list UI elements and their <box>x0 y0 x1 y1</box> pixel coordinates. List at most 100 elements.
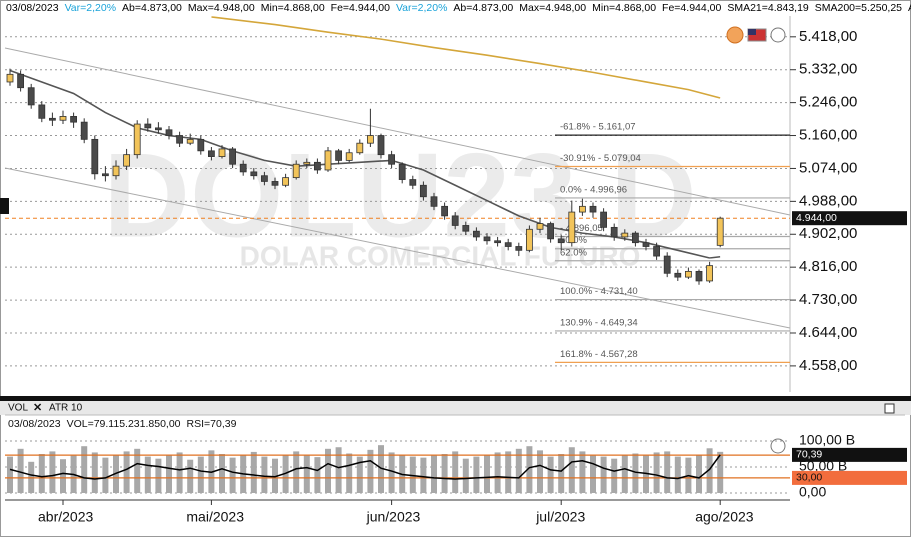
candle-body <box>589 205 597 213</box>
trend-line <box>4 167 791 329</box>
moving-average <box>211 17 720 98</box>
candle-body <box>27 87 35 106</box>
candle-body <box>685 270 692 278</box>
rsi-last-box <box>792 447 907 462</box>
candle-body <box>324 150 332 171</box>
volume-bar <box>144 456 151 493</box>
x-tick-label: mai/2023 <box>186 509 244 525</box>
header-item: Var=2,20% <box>65 2 116 14</box>
volume-bar <box>706 448 713 493</box>
volume-bar <box>441 454 448 493</box>
candle-body <box>366 135 374 144</box>
maximize-button[interactable] <box>884 403 895 414</box>
currency-icon[interactable] <box>726 26 744 44</box>
fib-label: 161.8% - 4.567,28 <box>560 349 638 360</box>
candle-body <box>70 116 77 123</box>
volume-bar <box>653 452 660 493</box>
volume-bar <box>38 454 45 493</box>
candle-body <box>218 148 226 157</box>
candle-body <box>536 223 544 230</box>
volume-bar <box>325 448 331 493</box>
fib-label: - 4.896,05 <box>560 223 603 234</box>
header-item: Var=2,20% <box>396 2 447 14</box>
candle-body <box>271 181 279 186</box>
panel-next-button[interactable] <box>770 438 786 454</box>
volume-bar <box>91 452 98 493</box>
candle-body <box>303 161 311 165</box>
candle-body <box>568 211 576 244</box>
candle-body <box>154 127 162 131</box>
volume-bar <box>674 456 681 493</box>
next-button[interactable] <box>770 27 786 43</box>
candle-body <box>176 135 184 144</box>
plot-area <box>5 16 790 392</box>
fib-label: -61.8% - 5.161,07 <box>560 122 636 133</box>
volume-bar <box>81 446 88 493</box>
candle-body <box>557 238 565 244</box>
x-tick-label: jun/2023 <box>366 509 421 525</box>
header-item: Min=4.868,00 <box>261 2 325 14</box>
tab-close: ✕ <box>33 402 42 414</box>
volume-bar <box>303 455 310 493</box>
header-item: Max=4.948,00 <box>188 2 255 14</box>
panel-info: VOL=79.115.231.850,00 <box>67 418 181 430</box>
candle-body <box>716 217 724 246</box>
volume-bar <box>558 454 565 493</box>
candle-body <box>579 205 586 213</box>
y-tick-label: 5.418,00 <box>799 28 857 45</box>
x-tick-label: ago/2023 <box>695 509 754 525</box>
volume-bar <box>473 456 480 493</box>
volume-bar <box>526 446 533 493</box>
fib-label: 100.0% - 4.731,40 <box>560 286 638 297</box>
candle-body <box>610 226 618 238</box>
rsi-line <box>9 454 721 480</box>
candle-body <box>377 135 385 156</box>
volume-bar <box>293 451 300 493</box>
volume-bar <box>378 445 384 493</box>
header-item: SMA21=4.843,19 <box>727 2 809 14</box>
volume-bar <box>272 458 278 493</box>
y-tick-label: 0,00 <box>799 484 826 500</box>
candle-body <box>133 123 141 156</box>
header-item: Fe=4.944,00 <box>662 2 721 14</box>
watermark-subtitle: DOLAR COMERCIAL FUTURO <box>240 240 641 271</box>
volume-bar <box>494 452 501 493</box>
volume-bar <box>717 451 724 493</box>
candle-body <box>112 165 120 177</box>
candle-body <box>663 255 671 274</box>
panel-tab[interactable]: VOL <box>8 403 28 414</box>
candle-body <box>462 225 470 232</box>
volume-bar <box>590 455 596 493</box>
fib-label: 130.9% - 4.649,34 <box>560 317 638 328</box>
volume-bar <box>49 451 56 493</box>
volume-bar <box>600 456 607 493</box>
volume-bar <box>431 455 437 493</box>
volume-bar <box>664 451 671 493</box>
candle-body <box>451 215 459 226</box>
volume-bar <box>462 458 469 493</box>
candle-body <box>38 104 46 119</box>
y-tick-label: 5.160,00 <box>799 127 857 144</box>
panel-info: RSI=70,39 <box>187 418 237 430</box>
volume-bar <box>314 457 321 493</box>
candle-body <box>17 73 25 89</box>
volume-bar <box>643 455 649 493</box>
volume-bar <box>547 456 554 493</box>
candle-body <box>80 121 88 140</box>
y-tick-label: 4.988,00 <box>799 192 857 209</box>
volume-bar <box>166 455 172 493</box>
volume-bar <box>134 448 141 493</box>
y-tick-label: 4.558,00 <box>799 357 857 374</box>
header-item: Fe=4.944,00 <box>331 2 390 14</box>
panel-tab[interactable]: ATR 10 <box>49 403 83 414</box>
side-handle[interactable] <box>0 198 9 214</box>
candle-body <box>632 232 639 244</box>
candle-body <box>250 171 258 177</box>
moving-average <box>10 70 720 257</box>
candle-body <box>260 175 268 182</box>
volume-bar <box>250 451 257 493</box>
candle-body <box>335 150 343 161</box>
volume-bar <box>367 449 374 493</box>
volume-bar <box>102 457 109 493</box>
